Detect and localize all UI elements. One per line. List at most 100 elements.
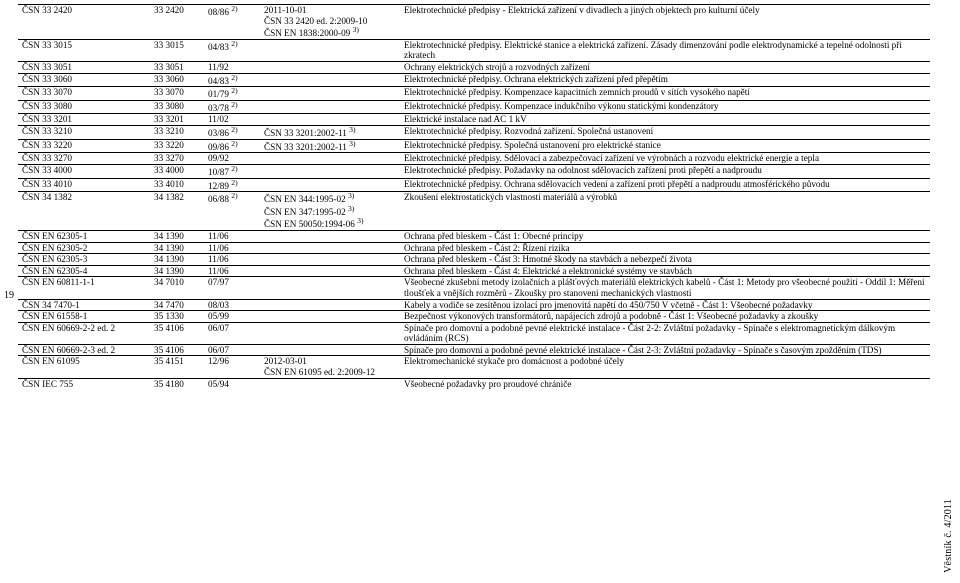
cell-c2: 35 4151 xyxy=(150,356,204,378)
cell-c3: 04/83 2) xyxy=(204,73,260,87)
cell-c1: ČSN EN 61558-1 xyxy=(18,311,150,323)
cell-c3: 03/78 2) xyxy=(204,100,260,114)
table-row: ČSN EN 61558-135 133005/99Bezpečnost výk… xyxy=(18,311,930,323)
cell-c4 xyxy=(260,73,400,87)
table-row: ČSN 33 305133 305111/92Ochrany elektrick… xyxy=(18,61,930,73)
cell-c4 xyxy=(260,242,400,254)
cell-c1: ČSN 33 3201 xyxy=(18,114,150,126)
cell-c3: 06/88 2) xyxy=(204,192,260,231)
cell-c4: ČSN 33 3201:2002-11 3) xyxy=(260,139,400,153)
cell-c3: 11/02 xyxy=(204,114,260,126)
cell-c2: 34 1390 xyxy=(150,231,204,243)
table-row: ČSN EN 62305-134 139011/06 Ochrana před b… xyxy=(18,231,930,243)
table-row: ČSN 34 7470-134 747008/03 Kabely a vodiče… xyxy=(18,299,930,311)
cell-c3: 04/83 2) xyxy=(204,39,260,61)
cell-c3: 12/89 2) xyxy=(204,178,260,192)
cell-c2: 33 4010 xyxy=(150,178,204,192)
table-row: ČSN 34 138234 138206/88 2)ČSN EN 344:199… xyxy=(18,192,930,231)
cell-c5: Všeobecné zkušební metody izolačních a p… xyxy=(400,277,930,299)
cell-c2: 33 3220 xyxy=(150,139,204,153)
cell-c2: 35 4106 xyxy=(150,322,204,344)
cell-c3: 05/94 xyxy=(204,378,260,389)
cell-c1: ČSN EN 62305-2 xyxy=(18,242,150,254)
cell-c3: 05/99 xyxy=(204,311,260,323)
cell-c4 xyxy=(260,311,400,323)
cell-c2: 33 3080 xyxy=(150,100,204,114)
cell-c1: ČSN 34 7470-1 xyxy=(18,299,150,311)
cell-c5: Elektrické instalace nad AC 1 kV xyxy=(400,114,930,126)
table-row: ČSN 33 308033 308003/78 2) Elektrotechnic… xyxy=(18,100,930,114)
table-row: ČSN 33 321033 321003/86 2)ČSN 33 3201:20… xyxy=(18,126,930,140)
cell-c4: 2012-03-01ČSN EN 61095 ed. 2:2009-12 xyxy=(260,356,400,378)
cell-c5: Elektrotechnické předpisy. Ochrana sdělo… xyxy=(400,178,930,192)
cell-c5: Kabely a vodiče se zesítěnou izolací pro… xyxy=(400,299,930,311)
cell-c3: 11/06 xyxy=(204,231,260,243)
cell-c4 xyxy=(260,344,400,356)
cell-c2: 33 3270 xyxy=(150,153,204,165)
cell-c4 xyxy=(260,299,400,311)
cell-c1: ČSN EN 60669-2-3 ed. 2 xyxy=(18,344,150,356)
cell-c5: Ochrana před bleskem - Část 4: Elektrick… xyxy=(400,265,930,277)
cell-c1: ČSN 33 2420 xyxy=(18,5,150,40)
table-row: ČSN 33 320133 320111/02 Elektrické instal… xyxy=(18,114,930,126)
cell-c3: 06/07 xyxy=(204,322,260,344)
cell-c1: ČSN 33 3220 xyxy=(18,139,150,153)
cell-c5: Elektrotechnické předpisy - Elektrická z… xyxy=(400,5,930,40)
cell-c2: 34 1390 xyxy=(150,242,204,254)
cell-c1: ČSN 33 3080 xyxy=(18,100,150,114)
cell-c1: ČSN 33 4000 xyxy=(18,164,150,178)
cell-c1: ČSN EN 61095 xyxy=(18,356,150,378)
cell-c2: 34 1390 xyxy=(150,265,204,277)
table-row: ČSN EN 62305-234 139011/06Ochrana před b… xyxy=(18,242,930,254)
cell-c4 xyxy=(260,254,400,266)
cell-c4 xyxy=(260,114,400,126)
cell-c1: ČSN EN 62305-1 xyxy=(18,231,150,243)
cell-c3: 08/03 xyxy=(204,299,260,311)
cell-c5: Ochrana před bleskem - Část 3: Hmotné šk… xyxy=(400,254,930,266)
cell-c4 xyxy=(260,277,400,299)
cell-c2: 35 4180 xyxy=(150,378,204,389)
table-row: ČSN IEC 75535 418005/94 Všeobecné požadav… xyxy=(18,378,930,389)
table-row: ČSN EN 60811-1-134 701007/97Všeobecné zk… xyxy=(18,277,930,299)
table-row: ČSN 33 306033 306004/83 2)Elektrotechnic… xyxy=(18,73,930,87)
cell-c2: 34 1390 xyxy=(150,254,204,266)
cell-c5: Ochrana před bleskem - Část 2: Řízení ri… xyxy=(400,242,930,254)
table-row: ČSN 33 301533 301504/83 2) Elektrotechnic… xyxy=(18,39,930,61)
cell-c2: 34 7010 xyxy=(150,277,204,299)
cell-c2: 33 3210 xyxy=(150,126,204,140)
cell-c2: 34 7470 xyxy=(150,299,204,311)
cell-c5: Spínače pro domovní a podobné pevné elek… xyxy=(400,322,930,344)
cell-c2: 33 3060 xyxy=(150,73,204,87)
cell-c4 xyxy=(260,265,400,277)
page: 19 Věstník č. 4/2011 ČSN 33 242033 24200… xyxy=(0,0,960,583)
cell-c2: 33 3051 xyxy=(150,61,204,73)
cell-c2: 33 3070 xyxy=(150,87,204,101)
cell-c1: ČSN EN 60811-1-1 xyxy=(18,277,150,299)
cell-c5: Elektrotechnické předpisy. Společná usta… xyxy=(400,139,930,153)
cell-c5: Elektrotechnické předpisy. Elektrické st… xyxy=(400,39,930,61)
table-row: ČSN 33 327033 327009/92Elektrotechnické … xyxy=(18,153,930,165)
cell-c5: Elektrotechnické předpisy. Kompenzace in… xyxy=(400,100,930,114)
cell-c2: 33 3015 xyxy=(150,39,204,61)
page-number: 19 xyxy=(4,290,14,301)
cell-c3: 09/92 xyxy=(204,153,260,165)
cell-c1: ČSN 33 4010 xyxy=(18,178,150,192)
cell-c4 xyxy=(260,378,400,389)
cell-c1: ČSN 34 1382 xyxy=(18,192,150,231)
cell-c3: 11/06 xyxy=(204,265,260,277)
cell-c2: 33 3201 xyxy=(150,114,204,126)
cell-c3: 03/86 2) xyxy=(204,126,260,140)
cell-c5: Ochrana před bleskem - Část 1: Obecné pr… xyxy=(400,231,930,243)
table-row: ČSN 33 322033 322009/86 2)ČSN 33 3201:20… xyxy=(18,139,930,153)
cell-c5: Všeobecné požadavky pro proudové chránič… xyxy=(400,378,930,389)
cell-c4 xyxy=(260,87,400,101)
cell-c3: 11/92 xyxy=(204,61,260,73)
cell-c1: ČSN 33 3015 xyxy=(18,39,150,61)
cell-c4 xyxy=(260,231,400,243)
cell-c4: ČSN 33 3201:2002-11 3) xyxy=(260,126,400,140)
cell-c4 xyxy=(260,39,400,61)
cell-c1: ČSN IEC 755 xyxy=(18,378,150,389)
table-row: ČSN 33 400033 400010/87 2)Elektrotechnic… xyxy=(18,164,930,178)
cell-c1: ČSN EN 62305-3 xyxy=(18,254,150,266)
cell-c1: ČSN 33 3210 xyxy=(18,126,150,140)
